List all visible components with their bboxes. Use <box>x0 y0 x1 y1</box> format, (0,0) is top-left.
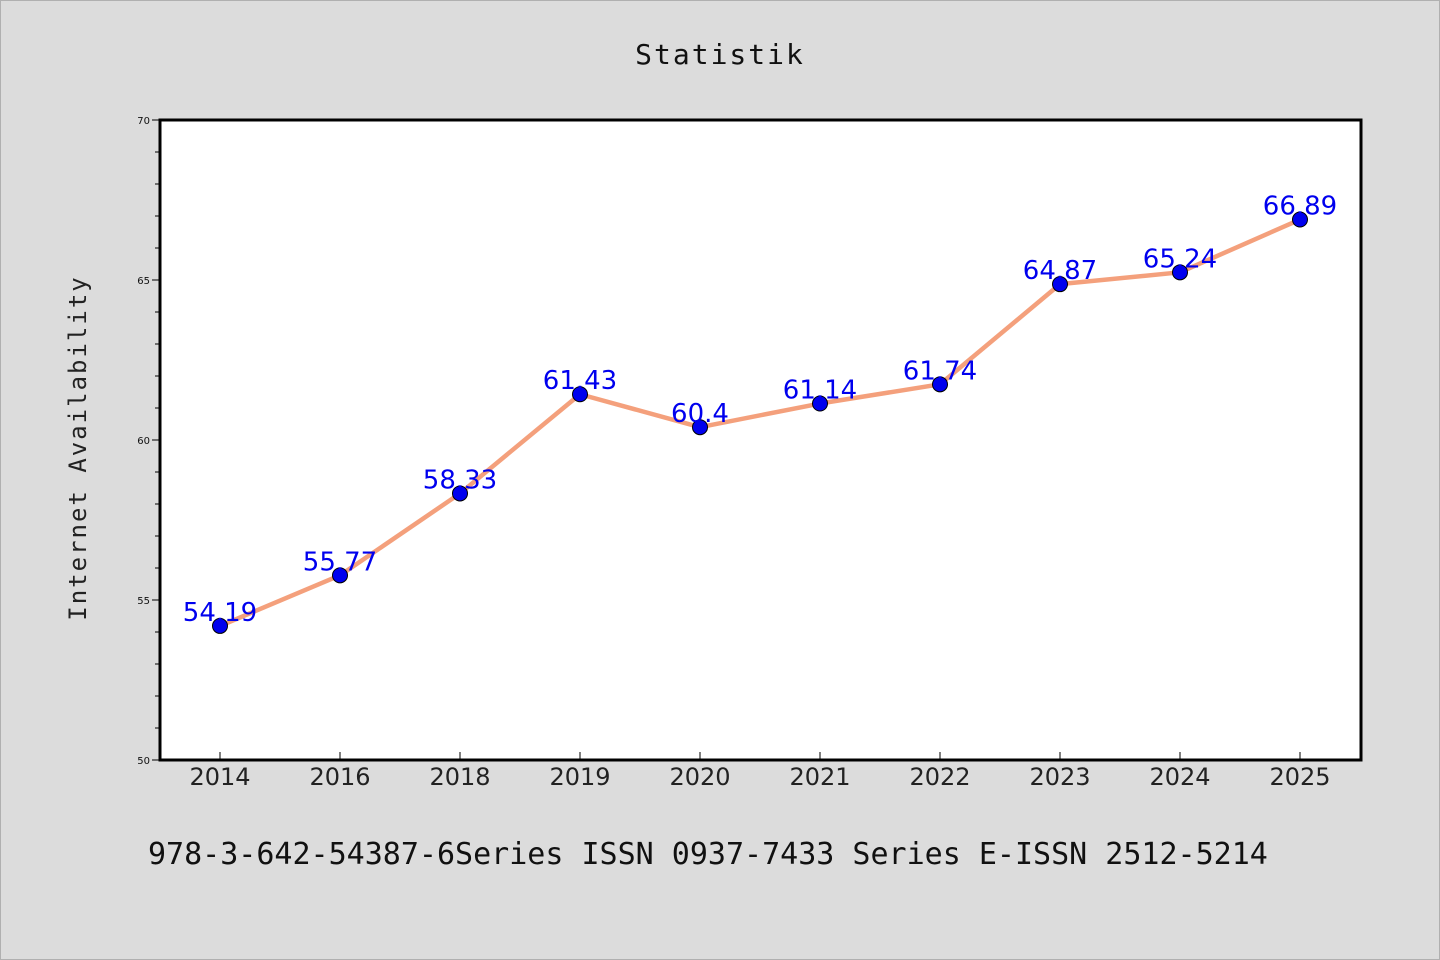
data-point <box>572 386 588 403</box>
footer-identifiers: 978-3-642-54387-6Series ISSN 0937-7433 S… <box>148 837 1268 872</box>
data-label: 58.33 <box>423 465 497 495</box>
x-tick-label: 2019 <box>549 763 610 791</box>
y-tick-label: 55 <box>137 596 150 607</box>
y-tick-label: 50 <box>137 756 150 767</box>
data-point <box>1052 276 1068 293</box>
data-label: 64.87 <box>1023 256 1097 286</box>
x-tick-label: 2020 <box>669 763 730 791</box>
x-tick-label: 2016 <box>309 763 370 791</box>
series <box>212 211 1308 634</box>
series-line <box>217 217 1303 629</box>
data-label: 55.77 <box>303 547 377 577</box>
data-point <box>212 617 228 634</box>
data-point <box>692 419 708 436</box>
x-tick-label: 2023 <box>1029 763 1090 791</box>
data-point <box>332 567 348 584</box>
data-point <box>1172 264 1188 281</box>
data-label: 61.74 <box>903 356 977 386</box>
y-tick-label: 65 <box>137 276 150 287</box>
x-tick-label: 2018 <box>429 763 490 791</box>
data-label: 61.43 <box>543 366 617 396</box>
x-tick-label: 2025 <box>1269 763 1330 791</box>
x-tick-label: 2021 <box>789 763 850 791</box>
y-axis-label: Internet Availability <box>64 275 92 620</box>
x-tick-label: 2014 <box>189 763 250 791</box>
data-label: 65.24 <box>1143 244 1217 274</box>
axis-ticks: 50 55 60 65 70 2014 2016 2018 2019 2020 2021 2022 20… <box>137 116 1330 791</box>
chart-title: Statistik <box>635 38 805 71</box>
y-tick-label: 70 <box>137 116 150 127</box>
data-label: 54.19 <box>183 598 257 628</box>
x-tick-label: 2022 <box>909 763 970 791</box>
data-label: 66.89 <box>1263 192 1337 222</box>
data-point <box>932 376 948 393</box>
plot-area <box>158 118 1363 762</box>
data-point <box>452 485 468 502</box>
data-label: 61.14 <box>783 376 857 406</box>
data-point <box>1292 211 1308 228</box>
data-label: 60.4 <box>671 399 729 429</box>
data-labels: 54.19 55.77 58.33 61.43 60.4 61.14 61.74 64.87 6… <box>183 192 1337 628</box>
data-point <box>812 395 828 412</box>
y-tick-label: 60 <box>137 436 150 447</box>
x-tick-label: 2024 <box>1149 763 1210 791</box>
